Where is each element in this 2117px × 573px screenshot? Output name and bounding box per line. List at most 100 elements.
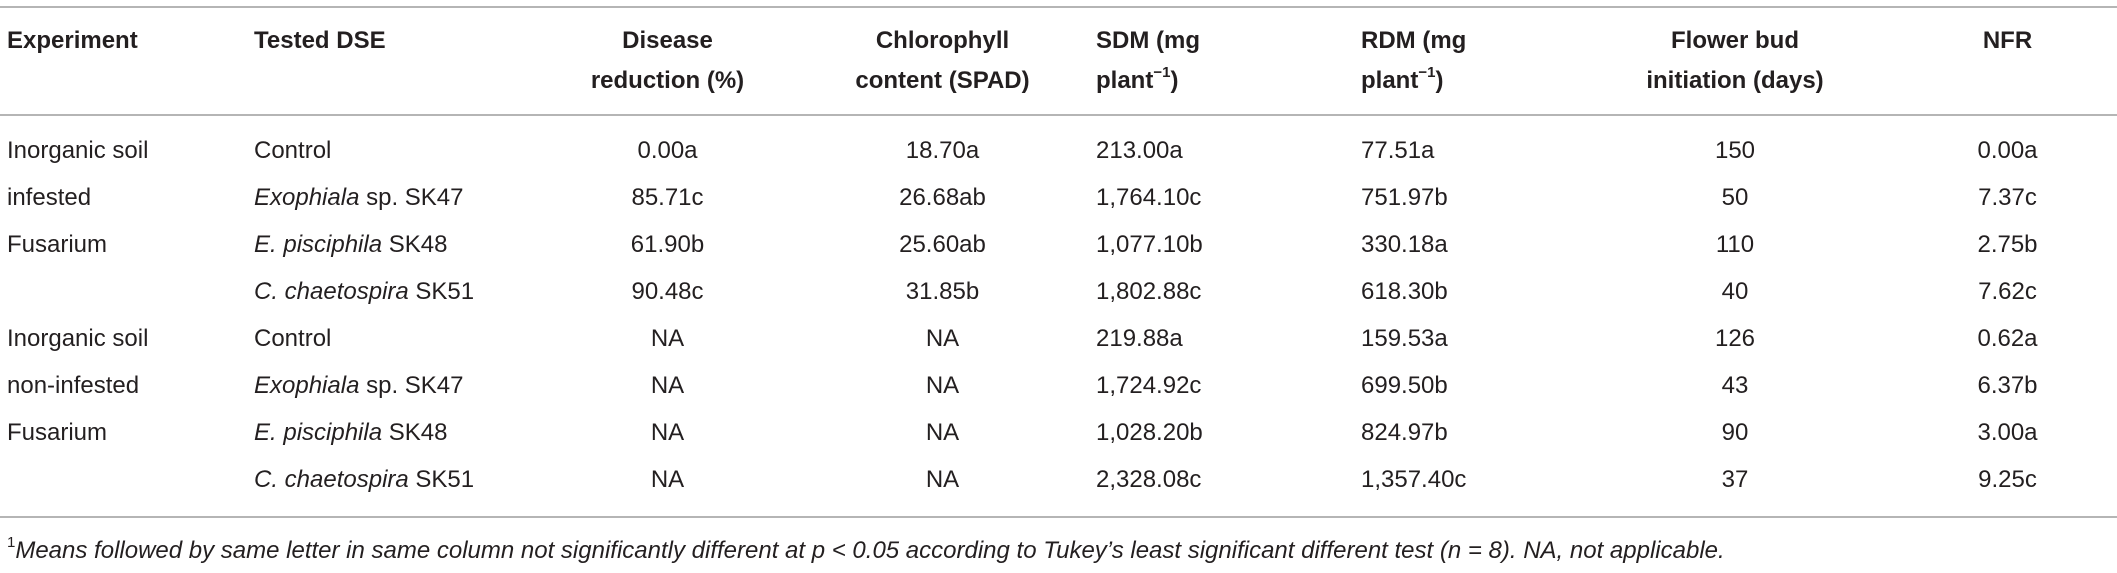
value-cell: NA [925,466,960,493]
header-cell: reduction (%) [540,61,795,101]
experiment-label: Fusarium [7,231,108,258]
value-cell: NA [925,325,960,352]
value-cell: 7.37c [1978,184,2037,211]
text-segment: plant [1096,67,1154,94]
value-cell: 90 [1721,419,1749,446]
bottom-rule [0,516,2117,518]
superscript: −1 [1153,64,1171,81]
value-cell: 110 [1715,231,1755,258]
text-segment: Flower bud [1671,27,1799,54]
text-segment: SK48 [382,419,448,446]
top-rule [0,6,2117,8]
text-segment: Chlorophyll [875,27,1010,54]
text-segment: SK48 [382,231,448,258]
header-rule [0,114,2117,116]
dse-cell: E. pisciphila SK48 [254,409,540,456]
header-cell: plant−1) [1090,61,1355,101]
dse-cell: Control [254,315,540,362]
footnote: 1Means followed by same letter in same c… [7,534,1725,568]
value-cell: 2,328.08c [1096,466,1202,493]
text-segment: Experiment [7,27,138,54]
dse-cell: C. chaetospira SK51 [254,456,540,503]
header-cell: NFR [1870,21,2117,61]
value-cell: NA [650,325,685,352]
text-segment: Control [254,325,332,352]
text-segment: sp. SK47 [359,372,464,399]
text-segment: SK51 [408,466,475,493]
value-cell: 40 [1721,278,1749,305]
value-cell: NA [650,419,685,446]
dse-cell: C. chaetospira SK51 [254,268,540,315]
value-cell: 824.97b [1361,419,1448,446]
text-segment: plant [1361,67,1419,94]
header-cell: RDM (mg [1355,21,1600,61]
experiment-label: infested [7,184,92,211]
dse-cell: Exophiala sp. SK47 [254,174,540,221]
value-cell: 18.70a [905,137,980,164]
text-segment: SDM (mg [1096,27,1200,54]
value-cell: 9.25c [1978,466,2037,493]
experiment-label: Inorganic soil [7,137,149,164]
value-cell: 1,802.88c [1096,278,1202,305]
text-segment: Disease [622,27,713,54]
value-cell: 150 [1714,137,1756,164]
header-cell: Flower bud [1600,21,1870,61]
italic-segment: C. chaetospira [254,278,409,305]
header-cell: plant−1) [1355,61,1600,101]
value-cell: 1,357.40c [1361,466,1467,493]
value-cell: 31.85b [905,278,980,305]
text-segment: initiation (days) [1646,67,1824,94]
dse-cell: E. pisciphila SK48 [254,221,540,268]
value-cell: 90.48c [631,278,704,305]
value-cell: 1,764.10c [1096,184,1202,211]
value-cell: NA [650,372,685,399]
experiment-label: Inorganic soil [7,325,149,352]
text-segment: ) [1435,67,1444,94]
value-cell: 213.00a [1096,137,1183,164]
text-segment: ) [1170,67,1179,94]
text-segment: NFR [1982,27,2033,54]
value-cell: 3.00a [1977,419,2038,446]
value-cell: 1,028.20b [1096,419,1203,446]
value-cell: 6.37b [1977,372,2038,399]
value-cell: 26.68ab [899,184,986,211]
value-cell: 0.62a [1977,325,2038,352]
value-cell: 77.51a [1361,137,1435,164]
header-cell: Experiment [0,21,254,61]
text-segment: SK51 [408,278,475,305]
value-cell: NA [650,466,685,493]
italic-segment: C. chaetospira [254,466,409,493]
value-cell: 699.50b [1361,372,1448,399]
header-cell: Tested DSE [254,21,540,61]
value-cell: 2.75b [1977,231,2038,258]
italic-segment: E. pisciphila [254,231,383,258]
header-cell: initiation (days) [1600,61,1870,101]
footnote-marker: 1 [7,534,16,551]
dse-cell: Control [254,127,540,174]
header-cell: Disease [540,21,795,61]
value-cell: 751.97b [1361,184,1448,211]
text-segment: content (SPAD) [855,67,1030,94]
text-segment: RDM (mg [1361,27,1467,54]
value-cell: 159.53a [1361,325,1448,352]
value-cell: NA [925,372,960,399]
value-cell: 43 [1721,372,1749,399]
value-cell: 0.00a [637,137,698,164]
dse-cell: Exophiala sp. SK47 [254,362,540,409]
value-cell: 219.88a [1096,325,1183,352]
header-cell: SDM (mg [1090,21,1355,61]
value-cell: 85.71c [631,184,704,211]
value-cell: 126 [1714,325,1756,352]
text-segment: sp. SK47 [359,184,464,211]
italic-segment: Exophiala [254,184,360,211]
value-cell: 618.30b [1361,278,1448,305]
experiment-label: Fusarium [7,419,108,446]
value-cell: 37 [1721,466,1749,493]
header-cell: content (SPAD) [795,61,1090,101]
text-segment: reduction (%) [590,67,745,94]
value-cell: 7.62c [1978,278,2037,305]
text-segment: Control [254,137,332,164]
value-cell: 0.00a [1977,137,2038,164]
footnote-text: Means followed by same letter in same co… [15,537,1725,564]
